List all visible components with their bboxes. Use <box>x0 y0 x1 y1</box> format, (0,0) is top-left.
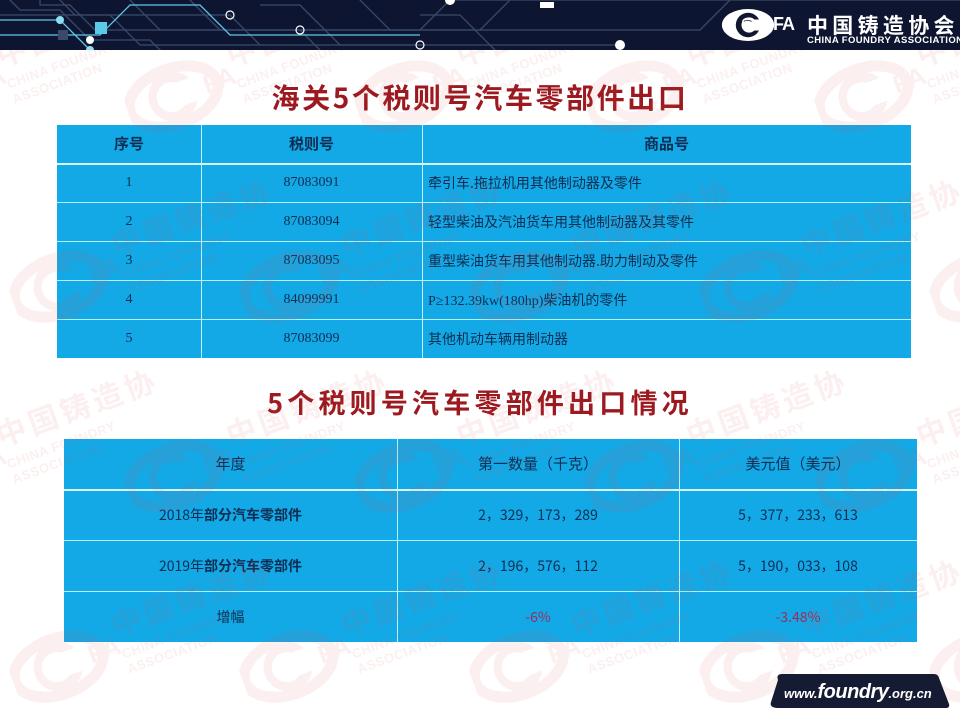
svg-text:中国铸造协会: 中国铸造协会 <box>104 154 299 265</box>
svg-text:FA: FA <box>83 250 125 290</box>
svg-text:CHINA FOUNDRY: CHINA FOUNDRY <box>925 418 960 471</box>
svg-text:ASSOCIATION: ASSOCIATION <box>10 440 104 487</box>
svg-text:中国铸造协会: 中国铸造协会 <box>334 154 529 265</box>
svg-text:ASSOCIATION: ASSOCIATION <box>930 440 960 487</box>
svg-text:CHINA FOUNDRY: CHINA FOUNDRY <box>580 228 693 281</box>
svg-text:中国铸造协会: 中国铸造协会 <box>794 534 960 645</box>
svg-text:FA: FA <box>198 440 240 480</box>
svg-text:FA: FA <box>313 630 355 670</box>
svg-text:FA: FA <box>888 440 930 480</box>
svg-text:ASSOCIATION: ASSOCIATION <box>470 440 564 487</box>
svg-text:ASSOCIATION: ASSOCIATION <box>585 250 679 297</box>
svg-text:FA: FA <box>428 60 470 100</box>
svg-text:ASSOCIATION: ASSOCIATION <box>700 60 794 107</box>
svg-text:CHINA FOUNDRY: CHINA FOUNDRY <box>695 418 808 471</box>
svg-text:FA: FA <box>543 250 585 290</box>
svg-text:CHINA FOUNDRY: CHINA FOUNDRY <box>120 228 233 281</box>
svg-text:CHINA FOUNDRY: CHINA FOUNDRY <box>695 50 808 91</box>
svg-text:FA: FA <box>428 440 470 480</box>
svg-text:CHINA FOUNDRY: CHINA FOUNDRY <box>350 608 463 661</box>
svg-text:CHINA FOUNDRY: CHINA FOUNDRY <box>465 50 578 91</box>
svg-text:ASSOCIATION: ASSOCIATION <box>470 60 564 107</box>
svg-text:中国铸造协会: 中国铸造协会 <box>794 154 960 265</box>
svg-text:中国铸造协会: 中国铸造协会 <box>219 344 414 455</box>
svg-text:FA: FA <box>773 250 815 290</box>
svg-text:ASSOCIATION: ASSOCIATION <box>240 440 334 487</box>
svg-text:中国铸造协会: 中国铸造协会 <box>679 50 874 76</box>
svg-text:中国铸造协会: 中国铸造协会 <box>0 50 184 76</box>
svg-text:ASSOCIATION: ASSOCIATION <box>240 60 334 107</box>
svg-text:CHINA FOUNDRY: CHINA FOUNDRY <box>925 50 960 91</box>
svg-text:中国铸造协会: 中国铸造协会 <box>449 50 644 76</box>
svg-text:CHINA FOUNDRY: CHINA FOUNDRY <box>350 228 463 281</box>
svg-text:ASSOCIATION: ASSOCIATION <box>585 630 679 677</box>
svg-text:FA: FA <box>83 630 125 670</box>
svg-text:中国铸造协会: 中国铸造协会 <box>909 344 960 455</box>
svg-text:CHINA FOUNDRY: CHINA FOUNDRY <box>235 50 348 91</box>
svg-text:CHINA FOUNDRY: CHINA FOUNDRY <box>810 608 923 661</box>
svg-text:CHINA FOUNDRY: CHINA FOUNDRY <box>5 50 118 91</box>
svg-text:ASSOCIATION: ASSOCIATION <box>125 250 219 297</box>
svg-text:ASSOCIATION: ASSOCIATION <box>355 630 449 677</box>
svg-text:FA: FA <box>543 630 585 670</box>
svg-text:FA: FA <box>773 630 815 670</box>
svg-text:中国铸造协会: 中国铸造协会 <box>0 344 184 455</box>
svg-text:FA: FA <box>658 60 700 100</box>
svg-text:CHINA FOUNDRY: CHINA FOUNDRY <box>120 608 233 661</box>
svg-text:ASSOCIATION: ASSOCIATION <box>930 60 960 107</box>
svg-text:CHINA FOUNDRY: CHINA FOUNDRY <box>465 418 578 471</box>
svg-text:FA: FA <box>313 250 355 290</box>
svg-text:FA: FA <box>658 440 700 480</box>
svg-text:ASSOCIATION: ASSOCIATION <box>700 440 794 487</box>
svg-text:ASSOCIATION: ASSOCIATION <box>355 250 449 297</box>
svg-text:CHINA FOUNDRY: CHINA FOUNDRY <box>580 608 693 661</box>
svg-text:中国铸造协会: 中国铸造协会 <box>679 344 874 455</box>
svg-text:FA: FA <box>0 440 10 480</box>
svg-text:中国铸造协会: 中国铸造协会 <box>564 154 759 265</box>
svg-text:中国铸造协会: 中国铸造协会 <box>334 534 529 645</box>
svg-text:CHINA FOUNDRY: CHINA FOUNDRY <box>5 418 118 471</box>
svg-text:CHINA FOUNDRY: CHINA FOUNDRY <box>810 228 923 281</box>
svg-text:FA: FA <box>0 60 10 100</box>
svg-text:ASSOCIATION: ASSOCIATION <box>815 250 909 297</box>
svg-text:CHINA FOUNDRY: CHINA FOUNDRY <box>235 418 348 471</box>
svg-text:中国铸造协会: 中国铸造协会 <box>909 50 960 76</box>
svg-text:FA: FA <box>888 60 930 100</box>
svg-text:ASSOCIATION: ASSOCIATION <box>125 630 219 677</box>
svg-text:ASSOCIATION: ASSOCIATION <box>10 60 104 107</box>
svg-text:中国铸造协会: 中国铸造协会 <box>449 344 644 455</box>
svg-text:中国铸造协会: 中国铸造协会 <box>104 534 299 645</box>
svg-text:中国铸造协会: 中国铸造协会 <box>219 50 414 76</box>
svg-text:ASSOCIATION: ASSOCIATION <box>815 630 909 677</box>
svg-text:中国铸造协会: 中国铸造协会 <box>564 534 759 645</box>
svg-text:FA: FA <box>198 60 240 100</box>
